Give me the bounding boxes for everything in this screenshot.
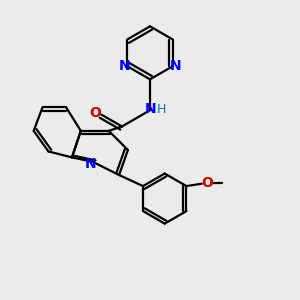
Text: N: N (169, 59, 181, 73)
Text: O: O (89, 106, 101, 120)
Text: H: H (157, 103, 166, 116)
Text: N: N (119, 59, 130, 73)
Text: N: N (84, 157, 96, 171)
Text: N: N (145, 102, 156, 116)
Text: O: O (201, 176, 213, 190)
